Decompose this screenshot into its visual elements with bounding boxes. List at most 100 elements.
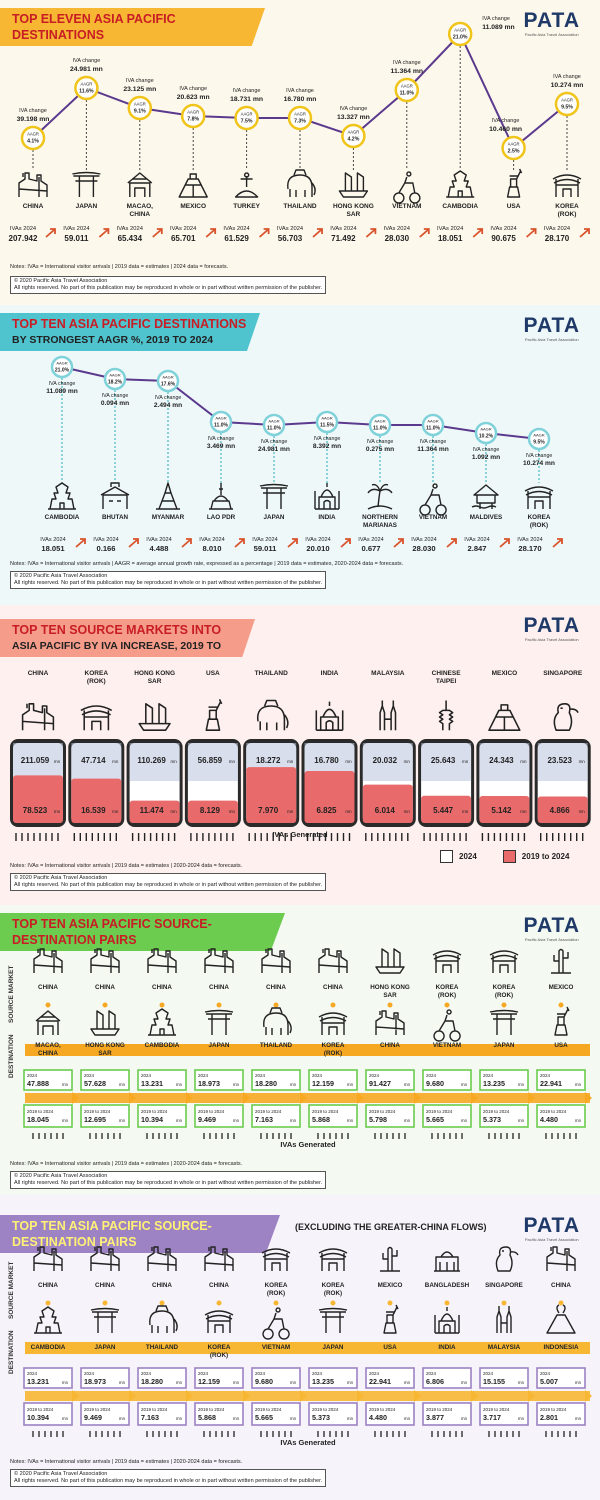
bar-change-value: 5.142 <box>491 806 512 815</box>
aagr-label: AAGR <box>508 142 520 147</box>
category-label: BHUTAN <box>102 514 129 521</box>
great-wall-icon <box>18 172 48 197</box>
iva-2024-value: 28.030 <box>412 544 435 553</box>
great-wall-icon <box>204 1246 234 1271</box>
iva-change-label: IVA change <box>233 88 261 94</box>
source-label: KOREA <box>493 984 516 991</box>
x-axis-label: IVAs Generated <box>280 1438 336 1447</box>
trend-up-icon <box>365 228 377 238</box>
box-2024-value: 12.159 <box>198 1377 220 1386</box>
box-2024-label: 2024 <box>369 1073 380 1078</box>
bar-change-value: 5.447 <box>433 806 454 815</box>
iva-change-label: IVA change <box>73 58 101 64</box>
category-label: CHINA <box>23 203 44 210</box>
connector-dot <box>387 1002 393 1008</box>
unit-label: mn <box>233 1082 240 1087</box>
unit-label: mn <box>575 1380 582 1385</box>
box-2024-label: 2024 <box>198 1371 209 1376</box>
source-label: BANGLADESH <box>425 1282 470 1289</box>
angkor-temple-icon <box>48 482 76 510</box>
category-label: LAO PDR <box>207 514 236 521</box>
elephant-icon <box>263 1007 292 1035</box>
box-2024-value: 18.973 <box>198 1079 220 1088</box>
iva-2024-label: IVAs 2024 <box>411 537 436 543</box>
torii-gate-icon <box>90 1307 120 1333</box>
box-2024 <box>80 1069 130 1091</box>
category-label: HONG KONG <box>333 203 374 210</box>
panel-source-destination-pairs: TOP TEN ASIA PACIFIC SOURCE-DESTINATION … <box>0 905 600 1195</box>
title-rest: BY STRONGEST IVA INCREASE, 2019 TO 2024 <box>12 45 244 57</box>
box-2024 <box>308 1069 358 1091</box>
unit-label: mn <box>520 759 527 764</box>
source-label: SAR <box>383 992 397 999</box>
box-change <box>308 1402 358 1426</box>
torii-gate-icon <box>72 171 101 197</box>
box-2024 <box>137 1367 187 1389</box>
iva-2024-value: 65.701 <box>171 234 196 243</box>
great-wall-icon <box>375 1010 405 1035</box>
box-2024-label: 2024 <box>84 1371 95 1376</box>
bar-2024-shade <box>13 743 63 781</box>
bar-2024-value: 25.643 <box>431 756 456 765</box>
aagr-label: AAGR <box>56 361 67 366</box>
box-2024 <box>422 1069 472 1091</box>
taipei-101-icon <box>438 700 454 731</box>
iva-change-label: IVA change <box>49 381 76 387</box>
aagr-circle <box>474 421 498 445</box>
x-axis-label: IVAs Generated <box>280 1140 336 1149</box>
box-change-value: 7.163 <box>141 1413 159 1422</box>
aagr-value: 9.5% <box>561 105 573 111</box>
trend-up-icon <box>287 538 298 548</box>
box-2024 <box>23 1069 73 1091</box>
box-change-value: 9.469 <box>84 1413 102 1422</box>
destination-label: JAPAN <box>95 1344 116 1351</box>
box-change <box>23 1104 73 1128</box>
iva-change-value: 1.092 mn <box>472 454 500 461</box>
trend-up-icon <box>472 228 484 238</box>
ruins-facade-icon <box>127 172 153 197</box>
box-2024-value: 22.941 <box>369 1377 391 1386</box>
aagr-value: 11.0% <box>267 426 281 432</box>
aagr-value: 21.0% <box>55 368 70 374</box>
great-wall-icon <box>204 948 234 973</box>
title-highlight: TOP ELEVEN ASIA PACIFIC DESTINATIONS <box>12 12 176 42</box>
trend-up-icon <box>98 228 110 238</box>
iva-change-value: 18.731 mn <box>230 96 263 103</box>
unit-label: mn <box>229 759 236 764</box>
box-2024-value: 13.235 <box>483 1079 505 1088</box>
iva-2024-value: 4.488 <box>149 544 168 553</box>
aagr-circle <box>262 413 286 437</box>
panel-top-eleven-iva-increase: TOP ELEVEN ASIA PACIFIC DESTINATIONS BY S… <box>0 0 600 305</box>
aagr-circle <box>234 105 259 131</box>
source-label: CHINA <box>266 984 286 991</box>
category-label: INDIA <box>321 670 339 677</box>
iva-change-label: IVA change <box>179 86 207 92</box>
unit-label: mn <box>345 759 352 764</box>
box-2024 <box>23 1367 73 1389</box>
category-label: MEXICO <box>492 670 518 677</box>
category-label: TAIPEI <box>436 678 457 685</box>
great-wall-icon <box>90 1246 120 1271</box>
box-2024-label: 2024 <box>141 1371 152 1376</box>
box-change-label: 2019 to 2024 <box>84 1109 111 1114</box>
iva-2024-label: IVAs 2024 <box>384 226 411 232</box>
iva-2024-value: 56.703 <box>278 234 303 243</box>
aagr-label: AAGR <box>109 373 120 378</box>
unit-label: mn <box>54 759 61 764</box>
box-2024-value: 9.680 <box>426 1079 444 1088</box>
category-label: KOREA <box>555 203 579 210</box>
unit-label: mn <box>347 1118 354 1123</box>
korean-gate-icon <box>261 1248 291 1271</box>
great-wall-icon <box>261 948 291 973</box>
flow-band-lower <box>25 1093 590 1103</box>
aagr-label: AAGR <box>533 433 544 438</box>
aagr-label: AAGR <box>162 375 173 380</box>
aagr-value: 11.5% <box>320 423 334 429</box>
unit-label: mn <box>176 1380 183 1385</box>
unit-label: mn <box>575 1082 582 1087</box>
category-label: SAR <box>148 678 162 685</box>
cyclist-icon <box>262 1307 290 1340</box>
box-change <box>308 1104 358 1128</box>
aagr-circle <box>50 355 74 379</box>
